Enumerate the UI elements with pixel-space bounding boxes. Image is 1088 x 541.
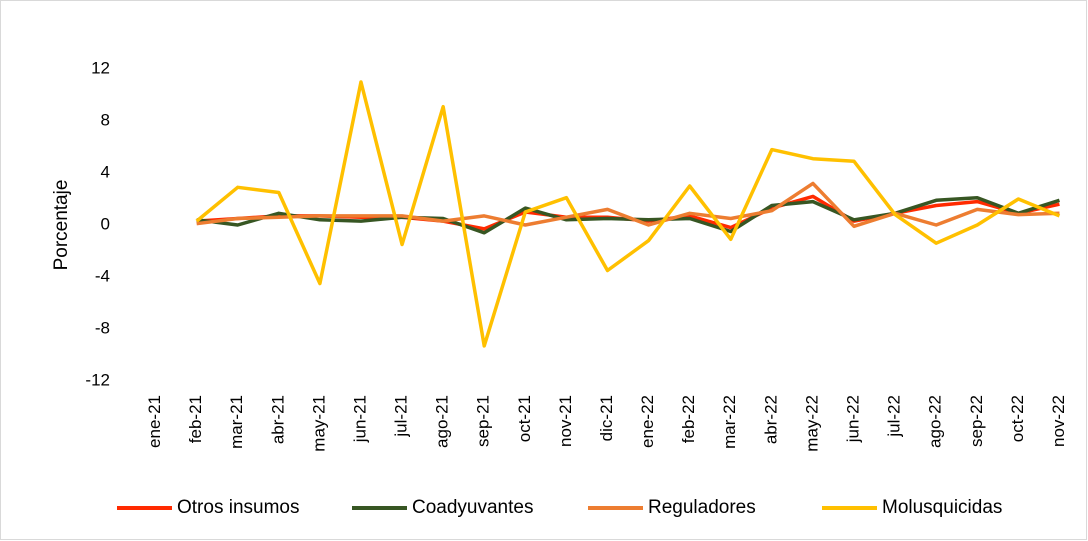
- y-tick-label: 4: [101, 162, 110, 181]
- x-tick-label: sep-21: [474, 395, 493, 447]
- series-line: [195, 80, 1061, 348]
- x-tick-label: jul-21: [392, 395, 411, 438]
- series-line: [196, 195, 1060, 235]
- x-tick-label: oct-22: [1008, 395, 1027, 442]
- series-line: [196, 181, 1060, 229]
- x-tick-label: feb-22: [679, 395, 698, 443]
- y-tick-label: 0: [101, 214, 110, 233]
- x-tick-label: sep-22: [967, 395, 986, 447]
- legend-label: Coadyuvantes: [412, 497, 533, 518]
- y-axis-title: Porcentaje: [51, 180, 72, 271]
- x-tick-label: jul-22: [885, 395, 904, 438]
- y-tick-label: -12: [85, 370, 110, 389]
- y-tick-label: -8: [95, 318, 110, 337]
- x-tick-label: ene-22: [638, 395, 657, 448]
- x-tick-label: jun-21: [350, 395, 369, 443]
- y-tick-label: -4: [95, 266, 110, 285]
- x-tick-label: dic-21: [597, 395, 616, 441]
- y-tick-label: 8: [101, 110, 110, 129]
- x-tick-label: abr-21: [268, 395, 287, 444]
- x-tick-label: mar-21: [227, 395, 246, 449]
- x-tick-label: may-22: [802, 395, 821, 452]
- x-tick-label: may-21: [309, 395, 328, 452]
- x-tick-label: ago-21: [433, 395, 452, 448]
- x-tick-label: abr-22: [761, 395, 780, 444]
- x-tick-label: mar-22: [720, 395, 739, 449]
- x-tick-label: nov-22: [1049, 395, 1068, 447]
- legend-label: Otros insumos: [177, 497, 299, 518]
- x-tick-label: jun-22: [844, 395, 863, 443]
- x-tick-label: nov-21: [556, 395, 575, 447]
- legend-label: Reguladores: [648, 497, 756, 518]
- x-tick-label: ene-21: [145, 395, 164, 448]
- y-tick-label: 12: [91, 58, 110, 77]
- x-tick-label: oct-21: [515, 395, 534, 442]
- legend-label: Molusquicidas: [882, 497, 1002, 518]
- x-tick-label: ago-22: [926, 395, 945, 448]
- x-tick-label: feb-21: [186, 395, 205, 443]
